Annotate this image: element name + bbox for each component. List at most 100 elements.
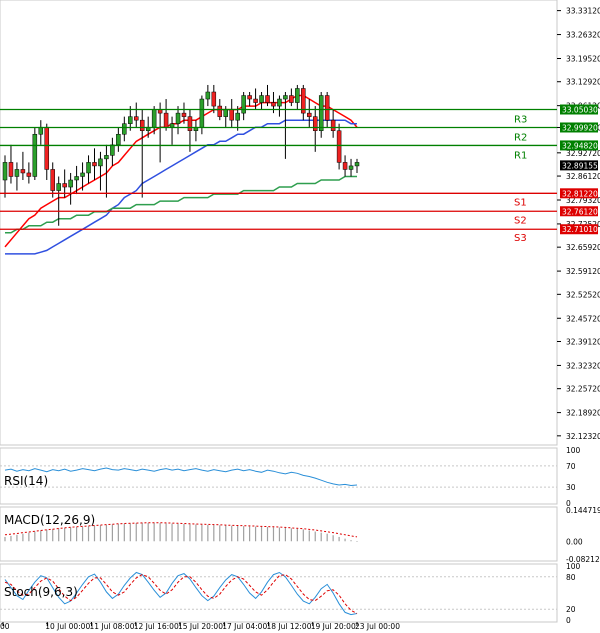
candle-body (104, 155, 109, 160)
level-price-tag (560, 206, 598, 217)
level-name-s2: S2 (514, 215, 527, 226)
candle-body (2, 162, 8, 181)
candle-body (26, 172, 32, 177)
y-tick-label: 32.25720 (566, 385, 600, 394)
candle-body (312, 116, 318, 131)
level-price-tag (560, 140, 598, 151)
y-tick-label: 33.33120 (566, 7, 600, 16)
candle-body (271, 102, 276, 107)
x-tick-label: 10 Jul 00:00 (45, 622, 90, 631)
candle-body (330, 119, 336, 131)
candle-body (324, 95, 330, 121)
candle-body (163, 112, 169, 128)
y-tick-label: 33.19520 (566, 54, 600, 63)
price-y-axis: 33.3312033.2632033.1952033.1292033.06120… (557, 7, 600, 441)
candle-body (247, 95, 252, 100)
stoch-panel-frame (0, 563, 558, 623)
y-tick-label: 32.52520 (566, 290, 600, 299)
candle-body (175, 112, 181, 124)
candle-body (110, 144, 115, 156)
candle-body (354, 162, 360, 167)
candle-body (265, 95, 270, 103)
macd-tick-label: -0.08212 (566, 555, 600, 564)
candle-body (74, 176, 79, 181)
y-tick-label: 32.79320 (566, 196, 600, 205)
y-tick-label: 32.18920 (566, 409, 600, 418)
level-price-tag (560, 224, 598, 235)
candle-body (38, 126, 44, 135)
stoch-label: Stoch(9,6,3) (4, 585, 78, 599)
candle-body (342, 162, 348, 170)
candle-body (277, 98, 282, 107)
level-price-label: 32.71010 (562, 225, 598, 234)
candle-body (122, 123, 127, 135)
candle-body (187, 116, 193, 131)
macd-tick-label: 0.00 (566, 537, 583, 546)
y-tick-label: 32.86120 (566, 172, 600, 181)
candle-body (20, 169, 26, 174)
stoch-tick-label: 80 (566, 573, 576, 582)
rsi-panel-frame (0, 447, 558, 505)
candle-body (128, 116, 133, 124)
rsi-plot: 100 70 30 0 (0, 446, 581, 508)
candle-body (229, 109, 234, 121)
candle-body (283, 95, 288, 100)
level-name-r2: R2 (514, 132, 527, 143)
time-axis: 00 10 Jul 00:00 11 Jul 08:00 12 Jul 16:00 15… (0, 622, 400, 631)
candle-body (44, 126, 50, 170)
candle-body (134, 116, 139, 121)
candle-body (217, 105, 223, 117)
candle-body (80, 172, 85, 177)
moving-average-line-3 (5, 175, 357, 234)
rsi-tick-label: 0 (566, 499, 571, 508)
rsi-tick-label: 30 (566, 483, 576, 492)
y-tick-label: 32.32320 (566, 361, 600, 370)
candle-body (253, 98, 258, 103)
y-tick-label: 32.12320 (566, 432, 600, 441)
rsi-tick-label: 100 (566, 446, 581, 455)
y-tick-label: 32.39120 (566, 337, 600, 346)
level-price-tag (560, 104, 598, 115)
x-tick-label: 15 Jul 20:00 (178, 622, 223, 631)
y-tick-label: 32.45720 (566, 314, 600, 323)
level-price-label: 33.05030 (562, 105, 598, 114)
candle-body (62, 183, 67, 188)
y-tick-label: 32.92720 (566, 149, 600, 158)
candle-body (151, 109, 157, 128)
level-price-label: 32.81220 (562, 189, 598, 198)
level-price-tag (560, 122, 598, 133)
macd-plot: 0.144719 0.00 -0.08212 (4, 506, 600, 564)
macd-tick-label: 0.144719 (566, 506, 600, 515)
candle-body (139, 119, 145, 131)
candle-body (259, 95, 264, 103)
candle-body (50, 169, 55, 191)
candle-body (211, 91, 217, 107)
candle-body (205, 91, 211, 100)
candle-body (32, 133, 38, 177)
candle-body (295, 88, 300, 103)
level-price-label: 32.99920 (562, 123, 598, 132)
stoch-signal-line (4, 574, 358, 614)
candle-body (301, 88, 306, 114)
stoch-plot: 100 80 20 0 (0, 562, 581, 625)
x-tick-label: 12 Jul 16:00 (134, 622, 179, 631)
x-tick-label: 23 Jul 00:00 (355, 622, 400, 631)
candle-body (92, 162, 97, 167)
x-tick-label: 19 Jul 20:00 (311, 622, 356, 631)
x-tick-label: 18 Jul 12:00 (267, 622, 312, 631)
candle-body (235, 112, 240, 121)
x-tick-label: 11 Jul 08:00 (90, 622, 135, 631)
current-price-tag (560, 160, 598, 171)
level-name-s1: S1 (514, 197, 527, 208)
level-name-r3: R3 (514, 114, 527, 125)
candle-body (14, 169, 20, 177)
level-name-s3: S3 (514, 233, 527, 244)
y-tick-label: 32.65920 (566, 243, 600, 252)
price-plot (2, 84, 360, 255)
stoch-tick-label: 0 (566, 616, 571, 625)
candle-body (56, 183, 61, 191)
x-tick-label: 17 Jul 04:00 (222, 622, 267, 631)
candle-body (318, 95, 324, 131)
rsi-line (4, 467, 358, 487)
macd-panel-frame (0, 506, 558, 562)
